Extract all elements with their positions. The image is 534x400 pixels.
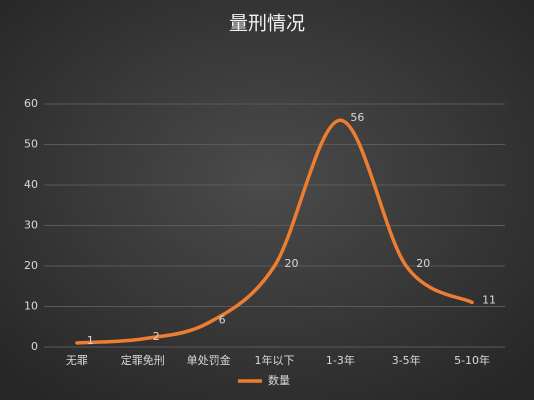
x-tick-label: 1-3年 (326, 353, 355, 367)
y-tick-label: 60 (24, 97, 38, 110)
y-tick-label: 50 (24, 138, 38, 151)
line (75, 118, 474, 345)
data-label: 6 (219, 314, 226, 327)
data-label: 11 (482, 293, 496, 306)
x-tick-label: 单处罚金 (187, 353, 231, 367)
y-tick-label: 0 (31, 340, 38, 353)
x-tick-label: 3-5年 (392, 353, 421, 367)
legend-label: 数量 (268, 374, 290, 387)
y-tick-label: 30 (24, 219, 38, 232)
data-label: 20 (285, 257, 299, 270)
data-label: 1 (87, 334, 94, 347)
chart-title: 量刑情况 (229, 13, 305, 35)
y-tick-label: 20 (24, 259, 38, 272)
data-label: 20 (416, 257, 430, 270)
x-tick-label: 定罪免刑 (121, 353, 165, 367)
data-label: 2 (153, 330, 160, 343)
x-tick-label: 5-10年 (454, 353, 490, 367)
y-tick-label: 10 (24, 300, 38, 313)
x-tick-label: 1年以下 (255, 353, 295, 367)
x-tick-label: 无罪 (66, 354, 88, 367)
y-tick-label: 40 (24, 178, 38, 191)
data-label: 56 (350, 111, 364, 124)
